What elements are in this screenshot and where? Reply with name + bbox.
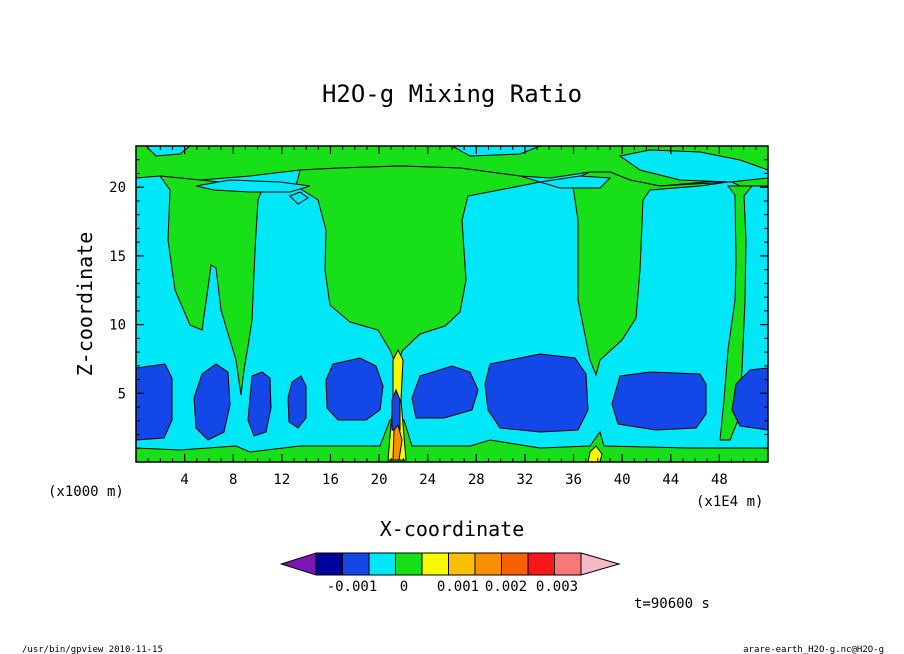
contour-field: [136, 146, 768, 462]
colorbar-tick-label: 0.001: [437, 579, 479, 595]
colorbar-segment: [368, 552, 396, 576]
x-unit-left: (x1000 m): [48, 484, 124, 500]
x-axis-label: X-coordinate: [380, 517, 525, 541]
y-axis-label: Z-coordinate: [73, 232, 97, 377]
colorbar-segment: [421, 552, 449, 576]
time-label: t=90600 s: [634, 596, 710, 612]
y-tick-label: 20: [109, 180, 126, 196]
colorbar: [279, 552, 621, 576]
x-axis: 4 8 12 16 20 24 28 32 36 40 44 48: [147, 146, 757, 488]
x-tick-label: 40: [614, 472, 631, 488]
colorbar-segment: [315, 552, 343, 576]
colorbar-arrow-high: [580, 552, 621, 576]
footer-right: arare-earth_H2O-g.nc@H2O-g: [743, 645, 884, 654]
x-tick-label: 12: [273, 472, 290, 488]
x-unit-right: (x1E4 m): [696, 494, 763, 510]
y-tick-label: 15: [109, 249, 126, 265]
colorbar-segment: [474, 552, 502, 576]
x-tick-label: 28: [468, 472, 485, 488]
x-tick-label: 16: [322, 472, 339, 488]
colorbar-tick-label: 0.002: [485, 579, 527, 595]
colorbar-tick-label: -0.001: [327, 579, 378, 595]
colorbar-segment: [342, 552, 370, 576]
x-tick-label: 8: [229, 472, 237, 488]
y-tick-label: 10: [109, 318, 126, 334]
x-tick-label: 48: [711, 472, 728, 488]
colorbar-labels: -0.001 0 0.001 0.002 0.003: [327, 579, 578, 595]
colorbar-segment: [395, 552, 423, 576]
footer-left: /usr/bin/gpview 2010-11-15: [22, 645, 163, 654]
colorbar-tick-label: 0.003: [536, 579, 578, 595]
x-tick-label: 32: [516, 472, 533, 488]
x-tick-label: 44: [662, 472, 679, 488]
x-tick-label: 36: [565, 472, 582, 488]
colorbar-segment: [554, 552, 582, 576]
colorbar-segment: [527, 552, 555, 576]
colorbar-tick-label: 0: [400, 579, 408, 595]
y-tick-label: 5: [118, 386, 126, 402]
chart-title: H2O-g Mixing Ratio: [322, 80, 582, 108]
x-tick-label: 4: [180, 472, 188, 488]
colorbar-segment: [448, 552, 476, 576]
x-tick-label: 24: [419, 472, 436, 488]
colorbar-segment: [501, 552, 529, 576]
x-tick-label: 20: [371, 472, 388, 488]
y-axis: 5 10 15 20: [109, 159, 768, 449]
colorbar-arrow-low: [279, 552, 317, 576]
